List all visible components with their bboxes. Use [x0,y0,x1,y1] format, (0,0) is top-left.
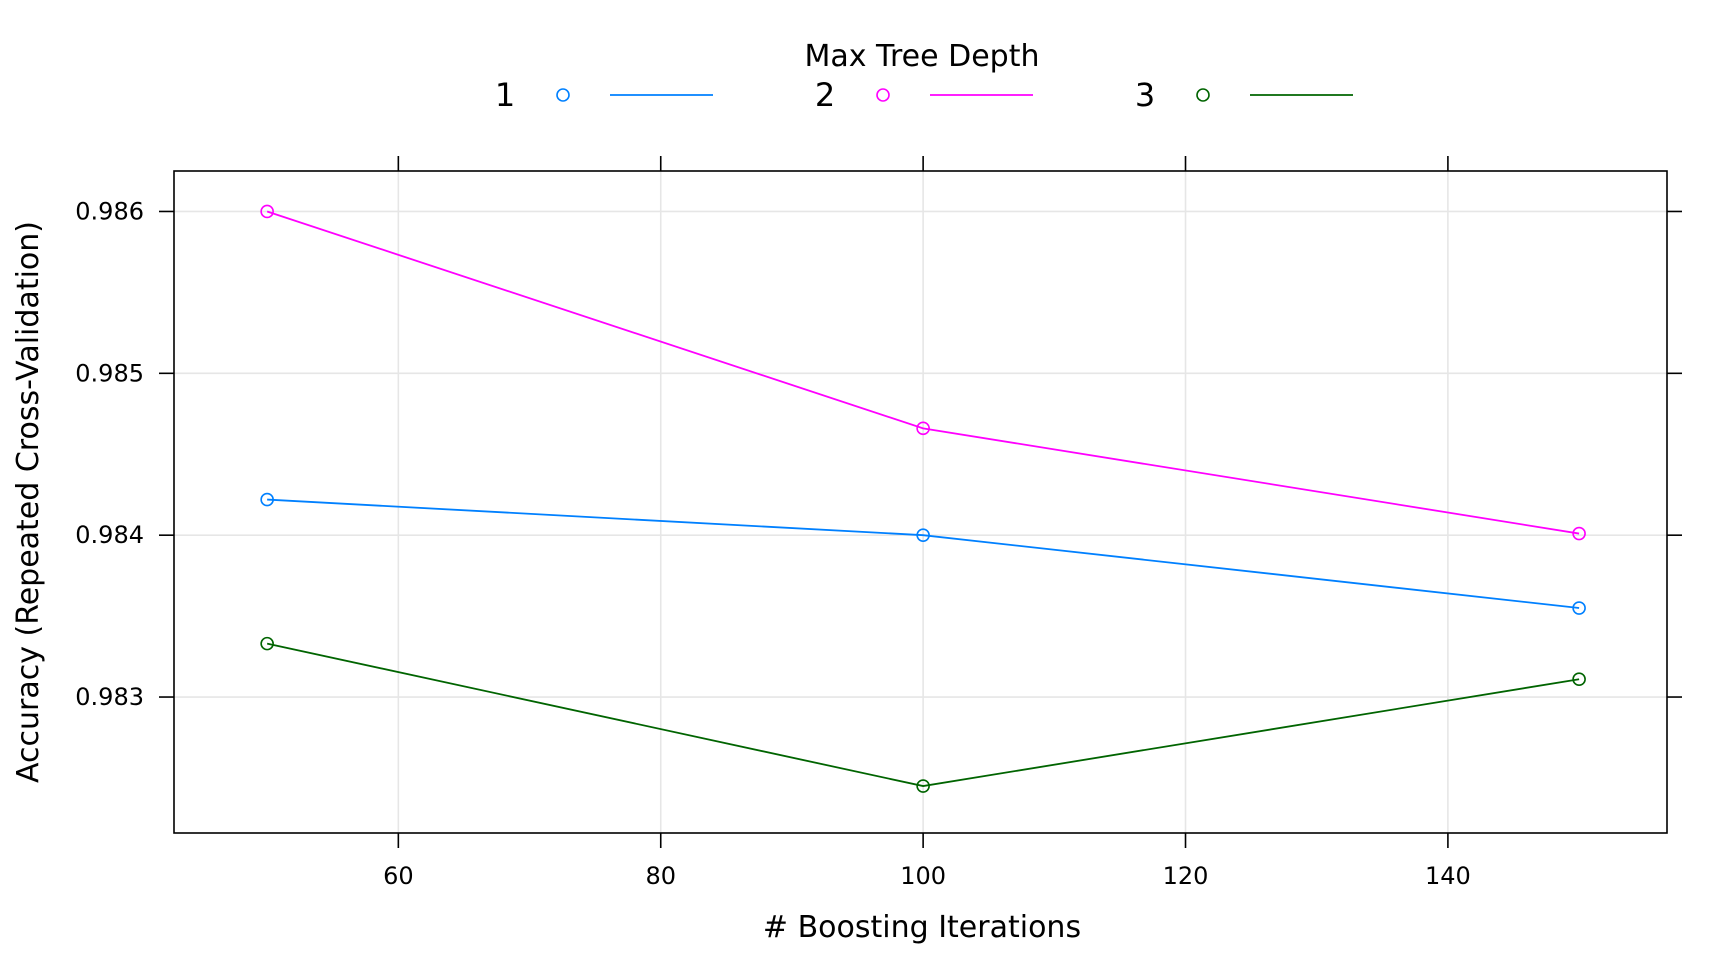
series-line-3 [266,642,1580,787]
x-tick-label: 100 [900,862,946,890]
x-tick-label: 140 [1425,862,1471,890]
y-tick-label: 0.984 [75,521,144,549]
x-tick-label: 120 [1163,862,1209,890]
x-tick-label: 80 [645,862,676,890]
data-point-series-3 [1572,672,1586,687]
data-point-series-2 [260,204,274,219]
y-axis-label: Accuracy (Repeated Cross-Validation) [11,221,46,783]
legend-label-1: 1 [495,76,515,114]
legend-title: Max Tree Depth [805,39,1040,74]
data-point-series-1 [916,528,930,542]
legend: Max Tree Depth 1 2 3 [495,39,1353,114]
y-tick-label: 0.985 [75,359,144,387]
legend-label-3: 3 [1135,76,1155,114]
series-line-2 [266,210,1580,535]
data-point-series-2 [916,421,930,436]
data-point-series-2 [1572,526,1586,541]
y-tick-label: 0.983 [75,683,144,711]
grid-lines [174,171,1667,833]
legend-marker-2 [876,88,890,102]
data-point-series-3 [260,636,274,651]
data-point-series-1 [1572,601,1586,615]
data-point-series-3 [916,779,930,793]
legend-marker-1 [556,88,570,102]
legend-label-2: 2 [815,76,835,114]
y-tick-label: 0.986 [75,197,144,225]
series-group [260,204,1586,793]
data-point-series-1 [260,492,274,507]
axis-ticks: 60 80 100 120 140 0.983 0.984 0.985 0.986 [75,156,1682,890]
series-line-1 [267,498,1580,609]
x-tick-label: 60 [383,862,414,890]
plot-frame [173,170,1668,834]
x-axis-label: # Boosting Iterations [763,910,1081,945]
legend-marker-3 [1196,88,1210,102]
